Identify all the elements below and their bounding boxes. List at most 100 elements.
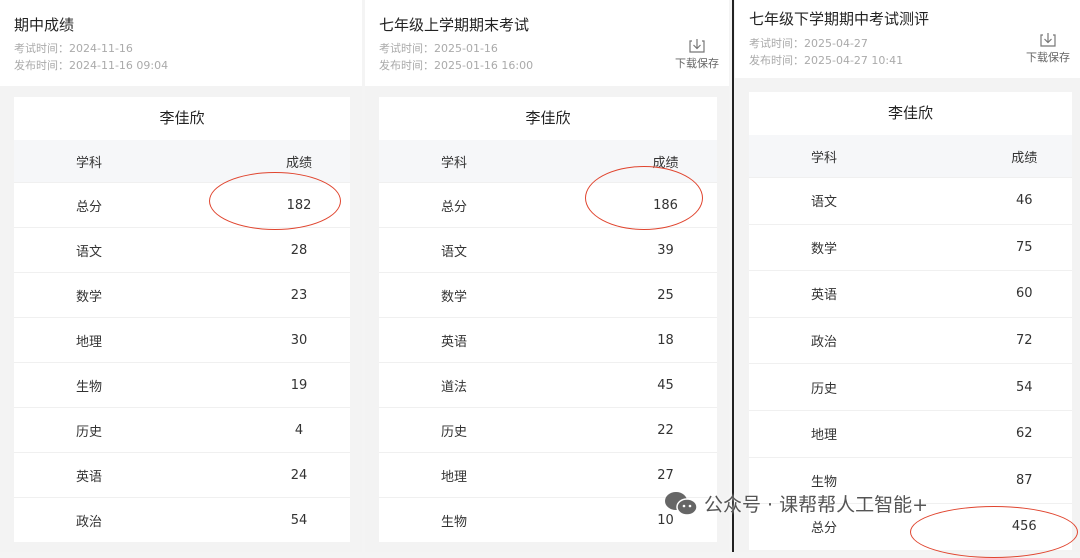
exam-header: 七年级下学期期中考试测评 考试时间：2025-04-27 发布时间：2025-0… bbox=[735, 0, 1080, 78]
subject-cell: 总分 bbox=[811, 521, 838, 537]
student-name: 李佳欣 bbox=[159, 109, 205, 127]
subject-cell: 政治 bbox=[76, 514, 103, 530]
header-subject: 学科 bbox=[76, 155, 103, 171]
score-cell: 72 bbox=[1015, 333, 1033, 349]
header-score: 成绩 bbox=[285, 155, 312, 171]
score-cell: 22 bbox=[657, 422, 674, 438]
subject-cell: 道法 bbox=[441, 379, 468, 395]
student-name: 李佳欣 bbox=[525, 109, 571, 127]
score-cell: 39 bbox=[657, 242, 674, 258]
table-row: 生物 19 bbox=[14, 362, 350, 407]
subject-cell: 数学 bbox=[76, 289, 103, 305]
exam-title: 七年级上学期期末考试 bbox=[379, 16, 530, 34]
download-save-button[interactable]: 下载保存 bbox=[675, 38, 719, 71]
divider bbox=[732, 0, 734, 552]
download-label: 下载保存 bbox=[675, 57, 719, 70]
score-cell: 10 bbox=[657, 512, 674, 528]
score-cell: 46 bbox=[1015, 193, 1033, 209]
table-row: 政治 72 bbox=[749, 316, 1072, 364]
table-header: 学科 成绩 bbox=[14, 140, 350, 182]
score-cell: 54 bbox=[290, 512, 308, 528]
subject-cell: 生物 bbox=[811, 474, 838, 490]
table-row: 生物 10 bbox=[379, 497, 717, 542]
table-row: 历史 22 bbox=[379, 407, 717, 452]
table-row: 英语 60 bbox=[749, 270, 1072, 317]
subject-cell: 总分 bbox=[76, 199, 103, 215]
score-cell: 25 bbox=[657, 287, 674, 303]
score-cell: 87 bbox=[1015, 472, 1033, 488]
exam-header: 期中成绩 考试时间：2024-11-16 发布时间：2024-11-16 09:… bbox=[0, 0, 362, 86]
watermark-text: 公众号 · 课帮帮人工智能+ bbox=[704, 494, 929, 516]
score-cell: 30 bbox=[290, 332, 308, 348]
table-row: 数学 25 bbox=[379, 272, 717, 317]
exam-title: 期中成绩 bbox=[14, 16, 75, 34]
subject-cell: 语文 bbox=[811, 195, 838, 211]
table-row: 地理 62 bbox=[749, 409, 1072, 457]
score-cell: 62 bbox=[1015, 426, 1033, 442]
exam-time: 考试时间：2025-04-27 bbox=[749, 37, 868, 50]
subject-cell: 生物 bbox=[441, 514, 468, 530]
table-row: 地理 27 bbox=[379, 452, 717, 497]
wechat-icon bbox=[665, 491, 698, 516]
score-table: 李佳欣 学科 成绩 总分 186 语文 39 数学 25 英语 18 道法 45 历史 22 地理 27 生物 1… bbox=[379, 97, 717, 542]
table-row: 英语 18 bbox=[379, 317, 717, 362]
score-table: 李佳欣 学科 成绩 语文 46 数学 75 英语 60 政治 72 历史 54 地理 62 生物 87 总分 45… bbox=[749, 92, 1072, 550]
table-row: 历史 4 bbox=[14, 407, 350, 452]
subject-cell: 英语 bbox=[441, 334, 468, 350]
score-cell: 19 bbox=[290, 377, 308, 393]
highlight-circle bbox=[209, 172, 341, 230]
score-cell: 23 bbox=[290, 287, 308, 303]
watermark: 公众号 · 课帮帮人工智能+ bbox=[664, 490, 928, 517]
table-row: 地理 30 bbox=[14, 317, 350, 362]
score-cell: 45 bbox=[657, 377, 674, 393]
table-row: 语文 39 bbox=[379, 227, 717, 272]
table-header: 学科 成绩 bbox=[749, 135, 1072, 177]
subject-cell: 政治 bbox=[811, 335, 838, 351]
score-cell: 27 bbox=[657, 467, 674, 483]
student-name: 李佳欣 bbox=[887, 104, 933, 122]
subject-cell: 总分 bbox=[441, 199, 468, 215]
score-cell: 54 bbox=[1015, 379, 1033, 395]
subject-cell: 历史 bbox=[811, 381, 838, 397]
table-row: 英语 24 bbox=[14, 452, 350, 497]
exam-header: 七年级上学期期末考试 考试时间：2025-01-16 发布时间：2025-01-… bbox=[365, 0, 729, 86]
subject-cell: 地理 bbox=[811, 428, 838, 444]
exam-time: 考试时间：2024-11-16 bbox=[14, 42, 133, 55]
subject-cell: 语文 bbox=[441, 244, 468, 260]
subject-cell: 地理 bbox=[76, 334, 103, 350]
score-cell: 28 bbox=[290, 242, 308, 258]
highlight-circle bbox=[585, 166, 703, 230]
publish-time: 发布时间：2024-11-16 09:04 bbox=[14, 59, 169, 72]
header-subject: 学科 bbox=[811, 150, 838, 166]
table-row: 历史 54 bbox=[749, 363, 1072, 410]
subject-cell: 数学 bbox=[811, 241, 838, 257]
highlight-circle bbox=[910, 506, 1078, 558]
exam-panel-1: 期中成绩 考试时间：2024-11-16 发布时间：2024-11-16 09:… bbox=[0, 0, 362, 552]
publish-time: 发布时间：2025-01-16 16:00 bbox=[379, 59, 534, 72]
exam-panel-3: 七年级下学期期中考试测评 考试时间：2025-04-27 发布时间：2025-0… bbox=[735, 0, 1080, 552]
table-row: 数学 75 bbox=[749, 223, 1072, 271]
subject-cell: 数学 bbox=[441, 289, 468, 305]
subject-cell: 地理 bbox=[441, 469, 468, 485]
subject-cell: 英语 bbox=[811, 288, 838, 304]
exam-title: 七年级下学期期中考试测评 bbox=[749, 10, 930, 28]
table-row: 数学 23 bbox=[14, 272, 350, 317]
exam-panel-2: 七年级上学期期末考试 考试时间：2025-01-16 发布时间：2025-01-… bbox=[365, 0, 729, 552]
header-score: 成绩 bbox=[1011, 150, 1038, 166]
subject-cell: 历史 bbox=[76, 424, 103, 440]
subject-cell: 语文 bbox=[76, 244, 103, 260]
table-row: 政治 54 bbox=[14, 497, 350, 542]
subject-cell: 历史 bbox=[441, 424, 468, 440]
table-row: 生物 87 bbox=[749, 456, 1072, 504]
table-row: 语文 46 bbox=[749, 177, 1072, 224]
download-save-button[interactable]: 下载保存 bbox=[1026, 32, 1070, 65]
table-row: 道法 45 bbox=[379, 362, 717, 407]
score-cell: 18 bbox=[657, 332, 674, 348]
download-label: 下载保存 bbox=[1026, 51, 1070, 64]
table-row: 语文 28 bbox=[14, 227, 350, 272]
download-icon bbox=[1040, 33, 1056, 47]
publish-time: 发布时间：2025-04-27 10:41 bbox=[749, 54, 904, 67]
score-table: 李佳欣 学科 成绩 总分 182 语文 28 数学 23 地理 30 生物 19 历史 4 英语 24 政治 54 bbox=[14, 97, 350, 542]
download-icon bbox=[689, 39, 705, 53]
score-cell: 75 bbox=[1015, 239, 1033, 255]
